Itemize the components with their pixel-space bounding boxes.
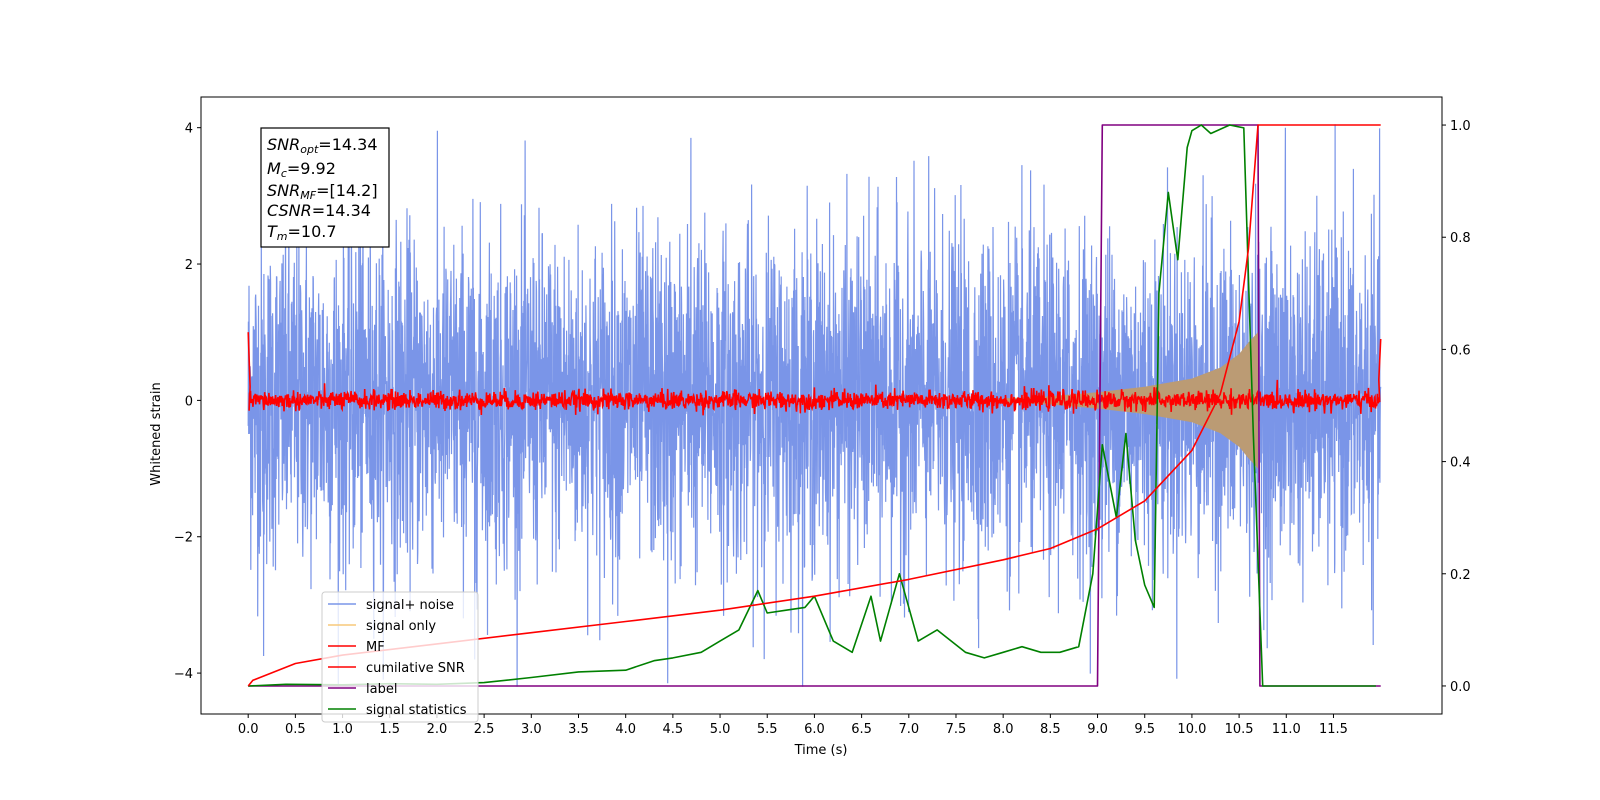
series-mf <box>247 332 1382 416</box>
x-tick-label: 3.0 <box>521 722 542 737</box>
legend-entry: MF <box>366 640 385 655</box>
signal-statistics-line <box>248 124 1376 687</box>
x-tick-label: 2.0 <box>427 722 448 737</box>
x-tick-label: 7.5 <box>946 722 967 737</box>
y-tick-label: −4 <box>174 667 193 682</box>
x-tick-label: 9.0 <box>1087 722 1108 737</box>
y-tick-label: 0 <box>185 394 193 409</box>
y-tick-label: 4 <box>185 122 193 137</box>
x-tick-label: 1.0 <box>332 722 353 737</box>
x-tick-label: 5.0 <box>710 722 731 737</box>
y-right-tick-label: 0.0 <box>1450 680 1471 695</box>
annotation-frame <box>260 127 390 248</box>
annotation-csnr: CSNR=14.34 <box>267 201 371 220</box>
x-tick-label: 5.5 <box>757 722 778 737</box>
x-tick-label: 2.5 <box>474 722 495 737</box>
legend-entry: signal only <box>366 619 436 634</box>
annotation-mc: Mc=9.92 <box>267 159 336 180</box>
y-right-tick-label: 0.4 <box>1450 456 1471 471</box>
annotation-box: SNRopt=14.34 Mc=9.92 SNRMF=[14.2] CSNR=1… <box>260 127 390 248</box>
y-axis-right: 1.0 0.8 0.6 0.4 0.2 0.0 <box>1442 119 1471 695</box>
x-tick-label: 8.5 <box>1040 722 1061 737</box>
legend-entry: signal+ noise <box>366 598 454 613</box>
annotation-snr-opt: SNRopt=14.34 <box>267 135 378 156</box>
x-axis-label: Time (s) <box>794 743 848 758</box>
x-tick-label: 6.0 <box>804 722 825 737</box>
y-right-tick-label: 0.8 <box>1450 231 1471 246</box>
x-tick-label: 0.0 <box>238 722 259 737</box>
annotation-snr-mf: SNRMF=[14.2] <box>267 181 378 202</box>
legend-entry: signal statistics <box>366 703 467 718</box>
x-tick-label: 9.5 <box>1134 722 1155 737</box>
y-axis-label: Whitened strain <box>149 382 164 485</box>
mf-line <box>247 332 1382 416</box>
x-tick-label: 10.5 <box>1225 722 1254 737</box>
x-tick-label: 11.5 <box>1319 722 1348 737</box>
y-tick-label: −2 <box>174 531 193 546</box>
x-tick-label: 7.0 <box>898 722 919 737</box>
legend-entry: label <box>366 682 397 697</box>
legend-entry: cumilative SNR <box>366 661 465 676</box>
x-tick-label: 3.5 <box>568 722 589 737</box>
x-tick-label: 4.0 <box>615 722 636 737</box>
x-tick-label: 11.0 <box>1272 722 1301 737</box>
legend: signal+ noise signal only MF cumilative SNR… <box>321 591 479 723</box>
y-right-tick-label: 0.2 <box>1450 568 1471 583</box>
x-tick-label: 10.0 <box>1177 722 1206 737</box>
x-tick-label: 1.5 <box>379 722 400 737</box>
y-right-tick-label: 1.0 <box>1450 119 1471 134</box>
y-axis-left: 4 2 0 −2 −4 <box>174 122 201 682</box>
plot-frame <box>200 96 1443 715</box>
x-axis: 0.0 0.5 1.0 1.5 2.0 2.5 3.0 3.5 4.0 4.5 5.0 5.5 6.0 6… <box>238 714 1348 737</box>
y-right-tick-label: 0.6 <box>1450 343 1471 358</box>
x-tick-label: 0.5 <box>285 722 306 737</box>
y-tick-label: 2 <box>185 258 193 273</box>
x-tick-label: 8.0 <box>993 722 1014 737</box>
legend-frame <box>321 591 479 723</box>
x-tick-label: 6.5 <box>851 722 872 737</box>
x-tick-label: 4.5 <box>663 722 684 737</box>
annotation-tm: Tm=10.7 <box>267 222 337 243</box>
